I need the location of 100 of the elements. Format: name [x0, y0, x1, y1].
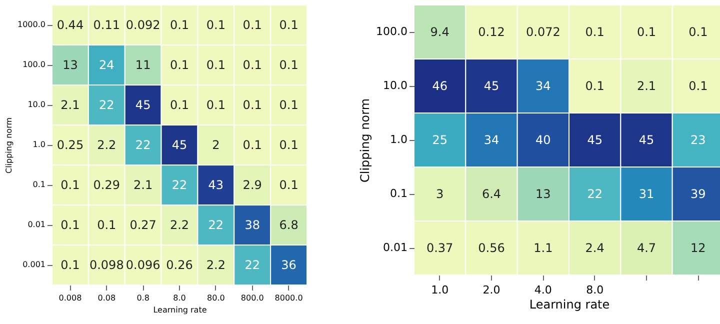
data-label: 45 [638, 133, 654, 147]
data-label: 2.2 [97, 138, 116, 152]
x-axis-title: Learning rate [153, 306, 207, 314]
y-tick-label: 1000.0 [18, 20, 46, 29]
data-label: 34 [484, 133, 500, 147]
data-label: 0.1 [170, 18, 190, 32]
x-tick-label: 800.0 [240, 294, 264, 302]
x-tick-label: 8000.0 [274, 294, 303, 302]
data-label: 0.1 [60, 178, 80, 192]
data-label: 0.26 [166, 258, 193, 272]
data-label: 2.1 [134, 178, 153, 192]
data-label: 31 [638, 187, 654, 201]
x-tick-label: 2.0 [482, 284, 500, 296]
data-label: 22 [135, 138, 151, 152]
data-label: 46 [432, 79, 448, 93]
data-label: 23 [690, 133, 706, 147]
data-label: 25 [432, 133, 448, 147]
data-label: 0.1 [206, 58, 226, 72]
data-label: 1.1 [534, 241, 553, 255]
data-label: 0.1 [279, 98, 298, 112]
data-label: 0.1 [688, 79, 708, 93]
data-label: 0.1 [585, 79, 604, 93]
data-label: 0.1 [636, 25, 656, 39]
x-tick-label: 4.0 [534, 284, 552, 296]
data-label: 0.44 [56, 18, 84, 32]
data-label: 11 [135, 58, 151, 72]
y-tick-label: 10.0 [383, 79, 408, 92]
y-tick-label: 0.01 [28, 220, 46, 229]
data-label: 24 [99, 58, 114, 72]
data-label: 0.1 [60, 218, 80, 232]
x-tick-label: 0.08 [98, 294, 116, 302]
data-label: 22 [172, 178, 188, 192]
data-label: 36 [281, 258, 296, 272]
x-tick-label: 0.8 [136, 294, 150, 302]
data-label: 0.1 [242, 18, 262, 32]
data-label: 0.1 [206, 18, 226, 32]
data-label: 0.1 [206, 98, 226, 112]
data-label: 0.12 [478, 25, 505, 39]
data-label: 2.1 [60, 98, 80, 112]
x-tick-label: 1.0 [431, 284, 449, 296]
data-label: 39 [690, 187, 706, 201]
x-tick-label: 8.0 [173, 294, 186, 302]
data-label: 0.072 [526, 25, 560, 39]
data-label: 0.56 [478, 241, 505, 255]
data-label: 38 [244, 218, 260, 232]
data-label: 12 [690, 241, 706, 255]
data-label: 22 [99, 98, 114, 112]
data-label: 40 [536, 133, 551, 147]
y-tick-label: 1.0 [32, 140, 46, 149]
data-label: 22 [244, 258, 260, 272]
y-tick-label: 0.01 [383, 241, 408, 254]
data-label: 0.092 [126, 18, 160, 32]
data-label: 0.37 [426, 241, 454, 255]
y-tick-label: 1.0 [390, 133, 408, 146]
data-label: 2 [212, 138, 220, 152]
data-label: 2.1 [636, 79, 656, 93]
y-axis-title: Clipping norm [4, 117, 14, 174]
data-label: 0.1 [279, 138, 298, 152]
y-tick-label: 0.1 [32, 180, 46, 189]
data-label: 0.29 [93, 178, 120, 192]
data-label: 0.1 [60, 258, 80, 272]
data-label: 0.096 [126, 258, 160, 272]
x-tick-label: 0.008 [58, 294, 82, 302]
data-label: 9.4 [430, 25, 450, 39]
data-label: 0.1 [279, 18, 298, 32]
data-label: 0.098 [89, 258, 124, 272]
data-label: 45 [484, 79, 500, 93]
data-label: 2.4 [585, 241, 604, 255]
data-label: 0.1 [170, 98, 190, 112]
data-label: 0.27 [130, 218, 156, 232]
x-tick-label: 80.0 [207, 294, 225, 302]
data-label: 2.9 [242, 178, 262, 192]
data-label: 0.1 [688, 25, 708, 39]
x-tick-label: 8.0 [586, 284, 604, 296]
data-label: 2.2 [206, 258, 226, 272]
data-label: 3 [436, 187, 444, 201]
data-label: 0.1 [279, 58, 298, 72]
data-label: 6.4 [482, 187, 502, 201]
data-label: 0.1 [242, 138, 262, 152]
y-tick-label: 100.0 [22, 60, 46, 69]
data-label: 0.1 [242, 98, 262, 112]
y-tick-label: 100.0 [376, 25, 408, 38]
data-label: 45 [587, 133, 602, 147]
data-label: 34 [536, 79, 551, 93]
data-label: 43 [208, 178, 224, 192]
data-label: 13 [536, 187, 551, 201]
data-label: 0.1 [585, 25, 604, 39]
data-label: 0.1 [279, 178, 298, 192]
y-axis-title: Clipping norm [358, 98, 372, 183]
data-label: 45 [172, 138, 188, 152]
y-tick-label: 0.1 [390, 187, 408, 200]
y-tick-label: 10.0 [28, 100, 46, 109]
data-label: 0.1 [242, 58, 262, 72]
data-label: 22 [587, 187, 602, 201]
data-label: 0.25 [56, 138, 84, 152]
data-label: 13 [62, 58, 78, 72]
data-label: 0.1 [97, 218, 116, 232]
x-axis-title: Learning rate [529, 298, 610, 312]
data-label: 4.7 [636, 241, 656, 255]
data-label: 0.1 [170, 58, 190, 72]
